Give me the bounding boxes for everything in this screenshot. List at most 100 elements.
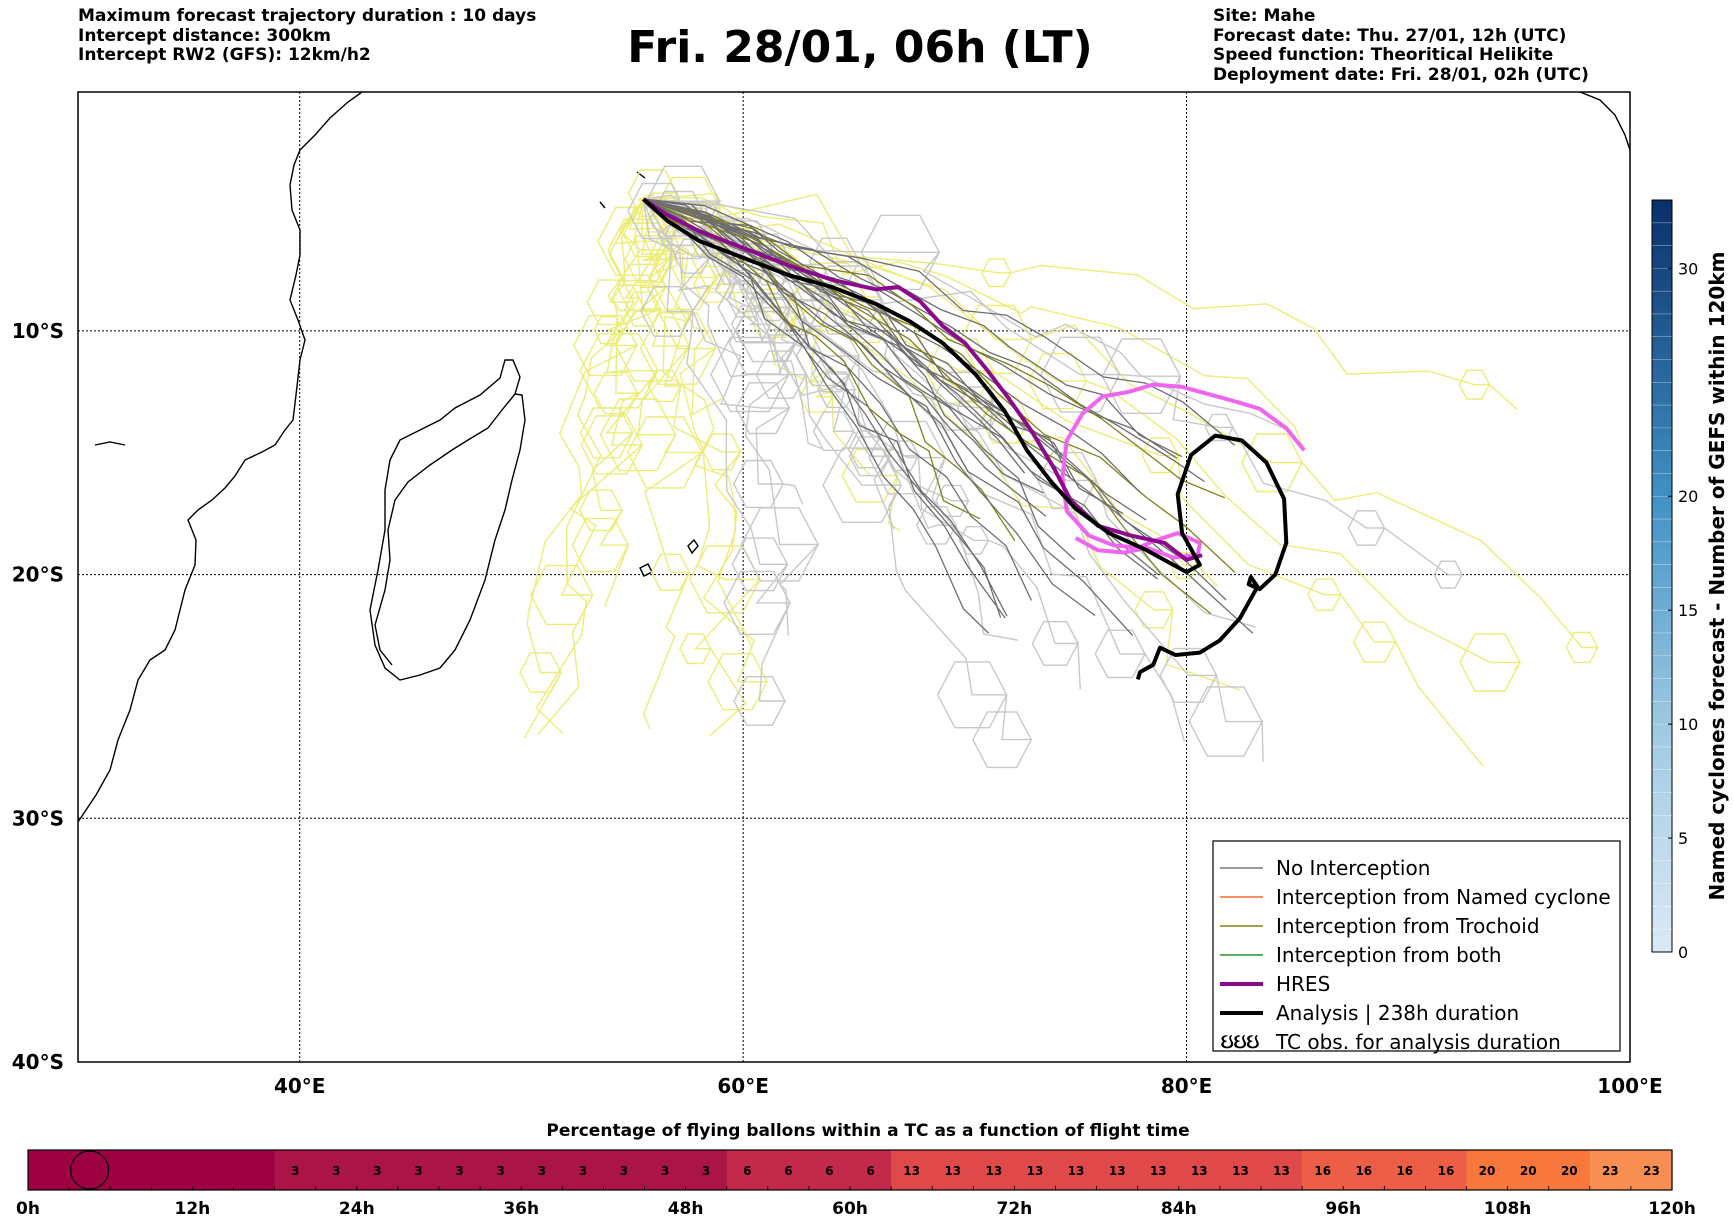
gefs-track-grey — [643, 198, 1264, 762]
coastlines — [78, 92, 1630, 823]
timeline-cell — [891, 1150, 933, 1190]
timeline-hour-label: 72h — [997, 1199, 1033, 1219]
timeline-value-label: 23 — [1643, 1164, 1660, 1178]
intercept-rw2-text: Intercept RW2 (GFS): 12km/h2 — [78, 45, 371, 65]
lon-tick-label: 80°E — [1161, 1074, 1213, 1098]
timeline-marker — [70, 1150, 110, 1190]
timeline-hour-label: 108h — [1484, 1199, 1532, 1219]
gefs-track-dark — [643, 198, 1008, 617]
legend-label: Analysis | 238h duration — [1276, 1001, 1519, 1025]
timeline-value-label: 16 — [1314, 1164, 1331, 1178]
timeline-axis: 0h 12h 24h 36h 48h 60h 72h 84h 96h 108h 120h — [16, 1186, 1696, 1219]
timeline-cell — [1630, 1150, 1673, 1190]
timeline-cell — [315, 1150, 358, 1190]
timeline-value-label: 3 — [455, 1164, 463, 1178]
timeline-cell — [1055, 1150, 1098, 1190]
header-info-right: Site: Mahe Forecast date: Thu. 27/01, 12… — [1213, 6, 1589, 85]
timeline-value-label: 20 — [1479, 1164, 1496, 1178]
legend-box — [1212, 840, 1621, 1052]
gefs-track-yellow — [643, 196, 1305, 450]
timeline-hour-label: 120h — [1648, 1199, 1696, 1219]
timeline-cell — [1178, 1150, 1221, 1190]
lon-tick-label: 40°E — [274, 1074, 326, 1098]
timeline-value-label: 13 — [1150, 1164, 1167, 1178]
lat-tick-label: 10°S — [12, 319, 64, 343]
max-duration-text: Maximum forecast trajectory duration : 1… — [78, 6, 537, 26]
timeline-cell — [69, 1150, 111, 1190]
timeline-value-label: 13 — [1068, 1164, 1085, 1178]
timeline-cell — [1096, 1150, 1139, 1190]
timeline-value-label: 13 — [1027, 1164, 1044, 1178]
timeline-cell — [850, 1150, 892, 1190]
intercept-distance-text: Intercept distance: 300km — [78, 25, 331, 46]
timeline-hour-label: 36h — [503, 1199, 539, 1219]
timeline-hour-label: 60h — [832, 1199, 868, 1219]
legend-label: Interception from Named cyclone — [1276, 885, 1611, 909]
timeline-value-label: 3 — [579, 1164, 587, 1178]
timeline-value-label: 16 — [1396, 1164, 1413, 1178]
colorbar-tick-label: 15 — [1678, 601, 1698, 620]
coastline-mauritius — [687, 538, 699, 555]
timeline-value-label: 3 — [661, 1164, 669, 1178]
timeline-value-label: 23 — [1602, 1164, 1619, 1178]
timeline-cell — [1137, 1150, 1180, 1190]
timeline-value-label: 13 — [1273, 1164, 1290, 1178]
lon-tick-label: 60°E — [717, 1074, 769, 1098]
timeline-hour-label: 0h — [16, 1199, 40, 1219]
gefs-track-yellow — [530, 193, 676, 736]
timeline-cell — [233, 1150, 276, 1190]
legend: No Interception Interception from Named c… — [1212, 840, 1621, 1054]
timeline-value-label: 20 — [1561, 1164, 1578, 1178]
gefs-track-yellow — [571, 198, 675, 608]
timeline-value-label: 16 — [1438, 1164, 1455, 1178]
colorbar-tick-label: 0 — [1678, 943, 1688, 962]
timeline-value-label: 3 — [497, 1164, 505, 1178]
map-axis-labels: 40°E 60°E 80°E 100°E 10°S 20°S 30°S 40°S — [12, 319, 1663, 1098]
timeline-value-label: 3 — [373, 1164, 381, 1178]
lon-tick-label: 100°E — [1597, 1074, 1662, 1098]
legend-label: Interception from Trochoid — [1276, 914, 1540, 938]
legend-tc-symbol: ઇઇઇ — [1221, 1029, 1260, 1053]
timeline-value-label: 16 — [1355, 1164, 1372, 1178]
gefs-track-grey — [642, 198, 1186, 742]
timeline-cell — [28, 1150, 70, 1190]
speed-function-text: Speed function: Theoritical Helikite — [1213, 45, 1554, 65]
coastline-mainland-east — [1579, 92, 1630, 151]
timeline-cell — [521, 1150, 563, 1190]
timeline-hour-label: 84h — [1161, 1199, 1197, 1219]
gefs-track-dark — [643, 198, 989, 634]
timeline-cell — [1548, 1150, 1591, 1190]
gefs-track-dark — [643, 198, 1236, 573]
timeline-value-label: 3 — [332, 1164, 340, 1178]
gefs-track-grey — [640, 198, 792, 726]
gefs-track-grey — [642, 198, 1033, 769]
timeline-cell — [973, 1150, 1015, 1190]
timeline-hour-label: 96h — [1325, 1199, 1361, 1219]
timeline-bar: Percentage of flying ballons within a TC… — [16, 1121, 1696, 1219]
map-frame — [77, 91, 1631, 1063]
colorbar-tick-label: 30 — [1678, 259, 1698, 278]
coastline-comoros — [94, 441, 126, 446]
legend-label: Interception from both — [1276, 943, 1502, 967]
colorbar-tick-label: 20 — [1678, 487, 1698, 506]
timeline-value-label: 6 — [866, 1164, 874, 1178]
timeline-cell — [397, 1150, 440, 1190]
legend-label: HRES — [1276, 972, 1330, 996]
lat-tick-label: 40°S — [12, 1050, 64, 1074]
timeline-value-label: 3 — [538, 1164, 546, 1178]
timeline-cell — [480, 1150, 522, 1190]
colorbar-ticks: 0 5 10 15 20 30 — [1652, 222, 1698, 962]
chart-title: Fri. 28/01, 06h (LT) — [627, 22, 1093, 73]
timeline-cell — [562, 1150, 604, 1190]
lat-tick-label: 20°S — [12, 563, 64, 587]
gefs-track-yellow — [643, 193, 1518, 410]
legend-label: TC obs. for analysis duration — [1275, 1030, 1561, 1054]
gefs-track-yellow — [599, 198, 704, 730]
deployment-date-text: Deployment date: Fri. 28/01, 02h (UTC) — [1213, 64, 1589, 85]
gefs-track-grey — [642, 199, 820, 636]
pink-track — [1060, 382, 1306, 560]
timeline-cell — [192, 1150, 235, 1190]
timeline-cell — [644, 1150, 687, 1190]
gefs-track-grey — [643, 198, 1464, 589]
